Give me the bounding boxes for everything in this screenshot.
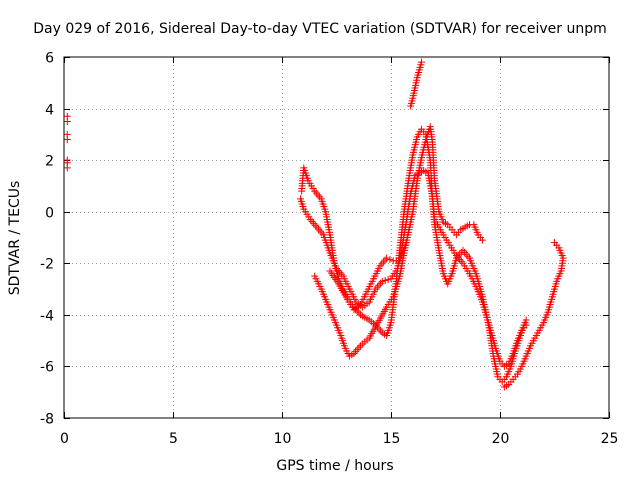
data-point [308, 217, 316, 225]
data-point [63, 136, 71, 144]
x-tick-label: 10 [274, 431, 292, 447]
data-point [63, 164, 71, 172]
data-point [355, 344, 363, 352]
grid-lines [64, 57, 609, 418]
data-point [352, 348, 360, 356]
y-tick-label: -2 [40, 257, 54, 273]
y-tick-label: -8 [40, 412, 54, 428]
x-tick-label: 5 [169, 431, 178, 447]
y-tick-label: 6 [45, 51, 54, 67]
y-axis-label: SDTVAR / TECUs [7, 181, 23, 296]
data-point [316, 227, 324, 235]
data-point [384, 276, 392, 284]
data-points [63, 58, 567, 391]
data-point [378, 277, 386, 285]
data-point [381, 276, 389, 284]
x-tick-label: 20 [492, 431, 510, 447]
data-point [314, 191, 322, 199]
x-tick-label: 0 [60, 431, 69, 447]
data-point [462, 250, 470, 258]
data-point [383, 254, 391, 262]
data-point [456, 255, 464, 263]
data-point [312, 189, 320, 197]
data-point [522, 321, 530, 329]
x-axis-label: GPS time / hours [276, 458, 393, 474]
data-point [551, 239, 558, 247]
data-point [461, 248, 469, 256]
data-point [311, 221, 319, 229]
data-point [353, 307, 361, 315]
data-point [386, 255, 394, 263]
data-point [310, 219, 318, 227]
data-point [63, 117, 71, 125]
y-tick-label: -6 [40, 360, 54, 376]
data-point [457, 257, 465, 265]
data-point [418, 58, 426, 66]
data-point [377, 327, 385, 335]
plot-frame [63, 56, 610, 419]
x-tick-label: 15 [383, 431, 401, 447]
y-tick-label: 4 [45, 103, 54, 119]
data-point [479, 236, 487, 244]
y-tick-label: 2 [45, 154, 54, 170]
y-tick-label: -4 [40, 309, 54, 325]
x-tick-label: 25 [601, 431, 619, 447]
data-point [353, 346, 361, 354]
data-point [402, 239, 410, 247]
data-point [313, 223, 321, 231]
data-point [459, 246, 467, 254]
data-point [315, 225, 323, 233]
data-point [375, 281, 383, 289]
data-point [381, 256, 389, 264]
y-tick-label: 0 [45, 206, 54, 222]
chart-title: Day 029 of 2016, Sidereal Day-to-day VTE… [33, 21, 607, 37]
data-point [379, 258, 387, 266]
